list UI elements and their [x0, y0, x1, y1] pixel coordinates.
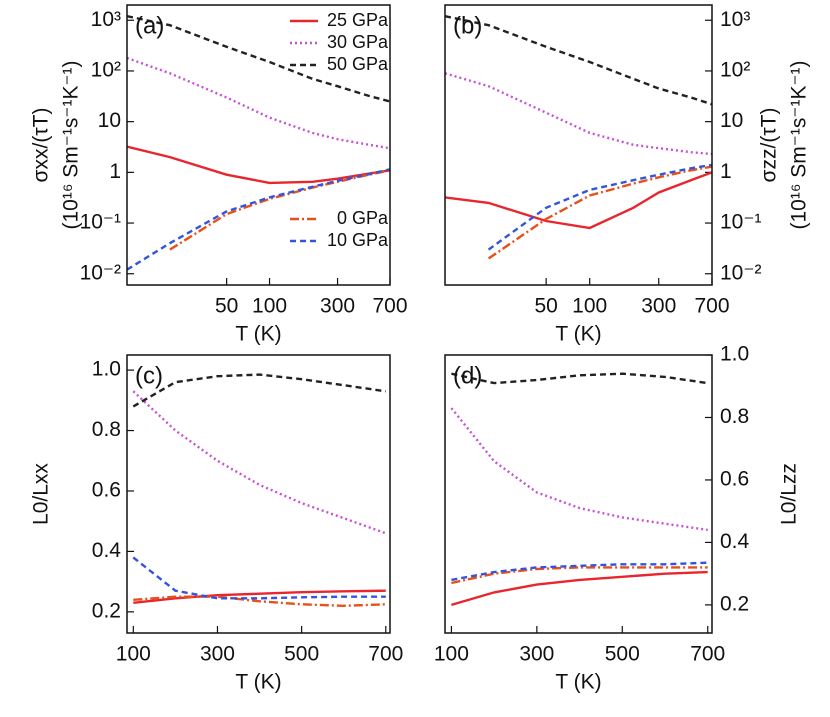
x-tick-label: 50	[534, 295, 557, 318]
y-tick-label: 0.4	[720, 530, 750, 553]
x-tick-label: 100	[434, 643, 469, 666]
series-line	[132, 390, 387, 535]
panel-label: (b)	[453, 12, 482, 39]
x-tick-label: 300	[200, 643, 235, 666]
x-tick-label: 50	[215, 295, 238, 318]
panel: 100 300 500 700 0.2 0.4 0.6 0.8 1.0 (d) T (K) L0/Lz…	[434, 343, 801, 694]
x-axis-label: T (K)	[555, 323, 601, 346]
x-tick-label: 300	[320, 295, 355, 318]
y-tick-label: 10⁻²	[720, 261, 761, 284]
series-line	[445, 15, 712, 106]
curves	[127, 15, 390, 271]
legend-label: 10 GPa	[327, 230, 389, 250]
x-axis-label: T (K)	[235, 323, 281, 346]
series-line	[487, 163, 712, 251]
series-line	[127, 56, 390, 150]
x-tick-label: 300	[641, 295, 676, 318]
curves	[450, 372, 708, 607]
x-tick-label: 700	[694, 295, 729, 318]
x-tick-label: 100	[116, 643, 151, 666]
y-tick-label: 1	[109, 160, 121, 183]
y-tick-label: 1.0	[720, 343, 749, 366]
legend-label: 0 GPa	[337, 208, 389, 228]
x-tick-label: 700	[368, 643, 403, 666]
y-tick-label: 0.8	[92, 418, 121, 441]
y-axis-label: σzz/(τT)	[758, 108, 781, 183]
series-line	[132, 556, 386, 600]
series-line	[487, 165, 712, 260]
y-tick-label: 0.6	[92, 479, 121, 502]
series-line	[451, 561, 708, 582]
plot-frame	[126, 4, 391, 286]
x-tick-label: 700	[690, 643, 725, 666]
series-line	[451, 372, 708, 385]
y-tick-label: 0.2	[720, 592, 749, 615]
panel: 50 100 300 700 10⁻² 10⁻¹ 1 10 10² 10³ (a) T (K) σxx/…	[30, 4, 408, 346]
legend-label: 50 GPa	[327, 54, 389, 74]
y-tick-label: 0.2	[92, 599, 121, 622]
legend-label: 25 GPa	[327, 10, 389, 30]
series-line	[450, 407, 708, 532]
y-tick-label: 10	[98, 109, 121, 132]
panel: 50 100 300 700 10⁻² 10⁻¹ 1 10 10² 10³ (b) T (K) σzz/…	[444, 4, 811, 346]
y-axis-label: L0/Lzz	[778, 463, 801, 525]
series-line	[132, 373, 386, 408]
y-tick-label: 10²	[91, 59, 121, 82]
y-tick-label: 1.0	[92, 358, 121, 381]
x-tick-label: 100	[572, 295, 607, 318]
y-axis-label: L0/Lxx	[30, 463, 53, 525]
x-tick-label: 100	[252, 295, 287, 318]
y-tick-label: 10²	[720, 59, 750, 82]
y-tick-label: 0.4	[92, 539, 122, 562]
series-line	[127, 15, 390, 103]
y-tick-label: 0.8	[720, 405, 749, 428]
plot-frame	[126, 354, 391, 634]
legend-label: 30 GPa	[327, 32, 389, 52]
series-line	[451, 570, 708, 607]
y-tick-label: 10⁻¹	[80, 211, 121, 234]
x-axis-label: T (K)	[555, 671, 601, 694]
panel: 100 300 500 700 0.2 0.4 0.6 0.8 1.0 (c) T (K) L0/Lx…	[30, 354, 403, 694]
series-line	[133, 595, 386, 608]
y-tick-label: 10⁻²	[80, 261, 121, 284]
panel-label: (d)	[453, 362, 482, 389]
series-line	[445, 72, 712, 156]
x-tick-label: 500	[284, 643, 319, 666]
series-line	[127, 145, 390, 185]
y-tick-label: 10	[720, 109, 743, 132]
y-tick-label: 10³	[720, 8, 750, 31]
y-axis-label: σxx/(τT)	[30, 108, 53, 183]
y-tick-label: 1	[720, 160, 732, 183]
curves	[132, 373, 387, 608]
y-tick-label: 0.6	[720, 467, 749, 490]
x-tick-label: 300	[519, 643, 554, 666]
plot-frame	[444, 354, 713, 634]
y-tick-label: 10⁻¹	[720, 211, 761, 234]
y-axis-unit: (10¹⁶ Sm⁻¹s⁻¹K⁻¹)	[788, 60, 811, 229]
panel-label: (a)	[135, 12, 164, 39]
x-tick-label: 500	[605, 643, 640, 666]
series-line	[445, 171, 712, 230]
plot-frame	[444, 4, 713, 286]
series-line	[133, 589, 386, 604]
x-axis-label: T (K)	[235, 671, 281, 694]
curves	[445, 15, 712, 260]
x-tick-label: 700	[372, 295, 407, 318]
panel-label: (c)	[135, 362, 163, 389]
series-line	[127, 168, 390, 271]
y-axis-unit: (10¹⁶ Sm⁻¹s⁻¹K⁻¹)	[60, 60, 83, 229]
y-tick-label: 10³	[91, 8, 121, 31]
